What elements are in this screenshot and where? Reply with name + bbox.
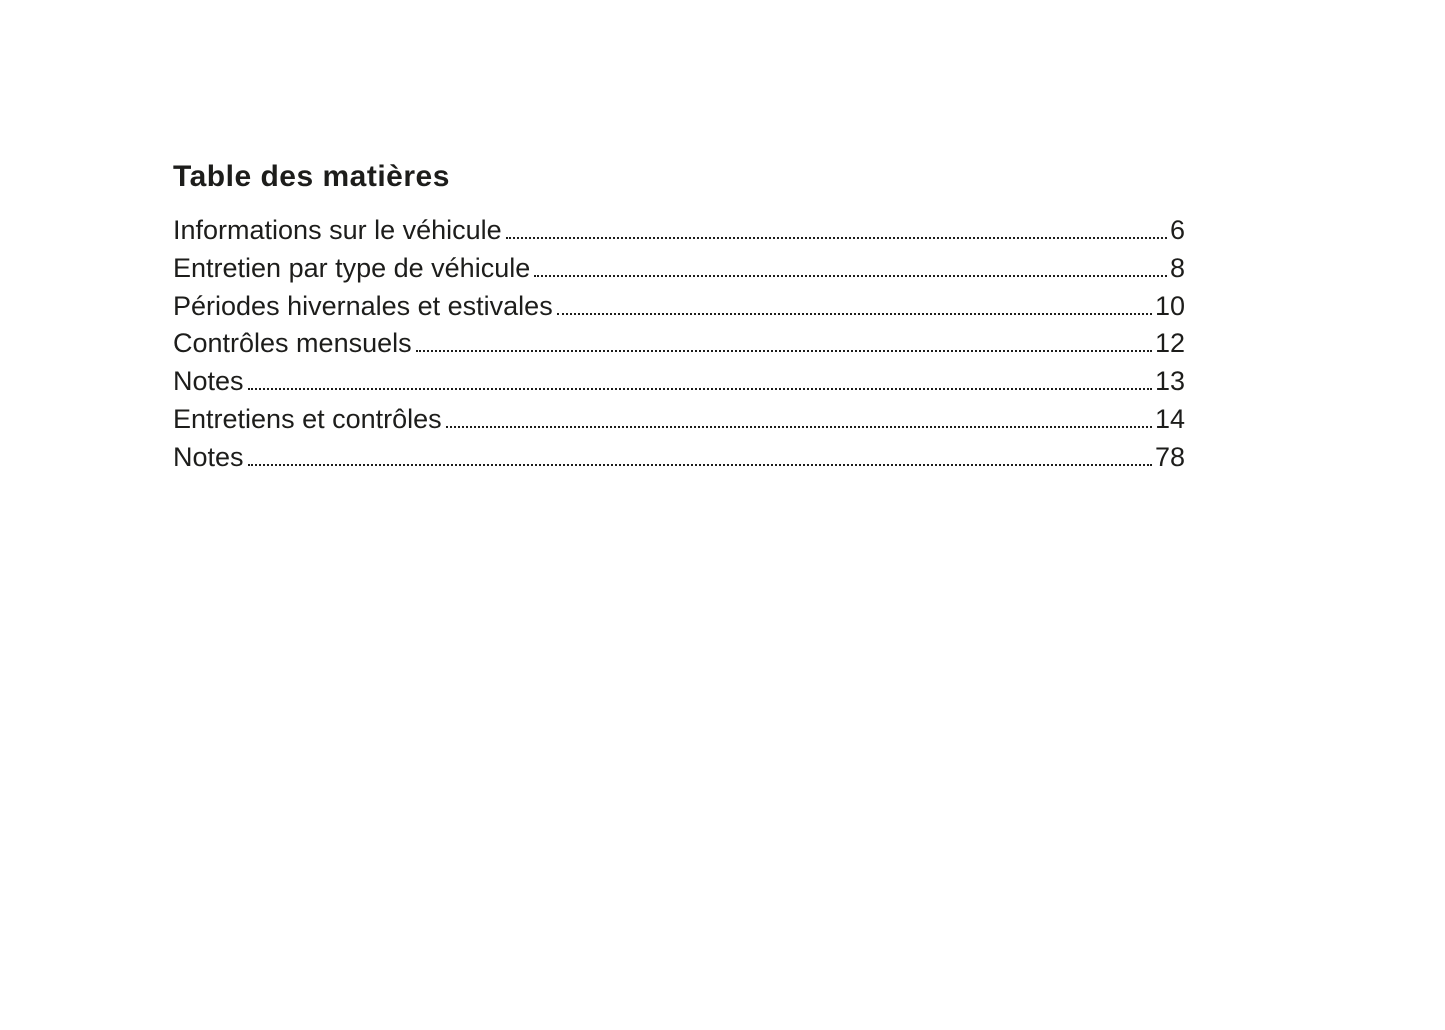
toc-entry-page: 13 (1154, 366, 1185, 397)
toc-entry-label: Entretiens et contrôles (173, 403, 442, 434)
toc-entry: Contrôles mensuels 12 (173, 325, 1185, 363)
dotted-leader (247, 388, 1152, 391)
dotted-leader (505, 237, 1167, 239)
toc-entry-page: 10 (1154, 290, 1185, 321)
toc-entry-page: 8 (1169, 252, 1185, 283)
toc-entry: Notes 78 (173, 439, 1185, 477)
toc-entry-page: 14 (1154, 403, 1185, 434)
dotted-leader (534, 274, 1167, 277)
toc-title: Table des matières (173, 160, 450, 194)
toc-list: Informations sur le véhicule 6 Entretien… (173, 212, 1185, 477)
toc-entry-page: 6 (1169, 215, 1185, 245)
toc-entry: Périodes hivernales et estivales 10 (173, 288, 1185, 326)
toc-entry-label: Notes (173, 366, 244, 397)
toc-entry: Notes 13 (173, 363, 1185, 401)
toc-entry-label: Notes (173, 441, 244, 472)
dotted-leader (445, 425, 1152, 428)
dotted-leader (415, 350, 1152, 353)
toc-entry-label: Contrôles mensuels (173, 328, 412, 359)
toc-entry: Entretien par type de véhicule 8 (173, 250, 1185, 288)
toc-entry-label: Informations sur le véhicule (173, 215, 502, 245)
toc-entry: Informations sur le véhicule 6 (173, 212, 1185, 250)
toc-entry-page: 12 (1154, 328, 1185, 359)
dotted-leader (247, 463, 1152, 466)
toc-entry: Entretiens et contrôles 14 (173, 401, 1185, 439)
toc-entry-label: Entretien par type de véhicule (173, 252, 531, 283)
toc-entry-page: 78 (1154, 441, 1185, 472)
dotted-leader (556, 312, 1152, 315)
toc-entry-label: Périodes hivernales et estivales (173, 290, 553, 321)
